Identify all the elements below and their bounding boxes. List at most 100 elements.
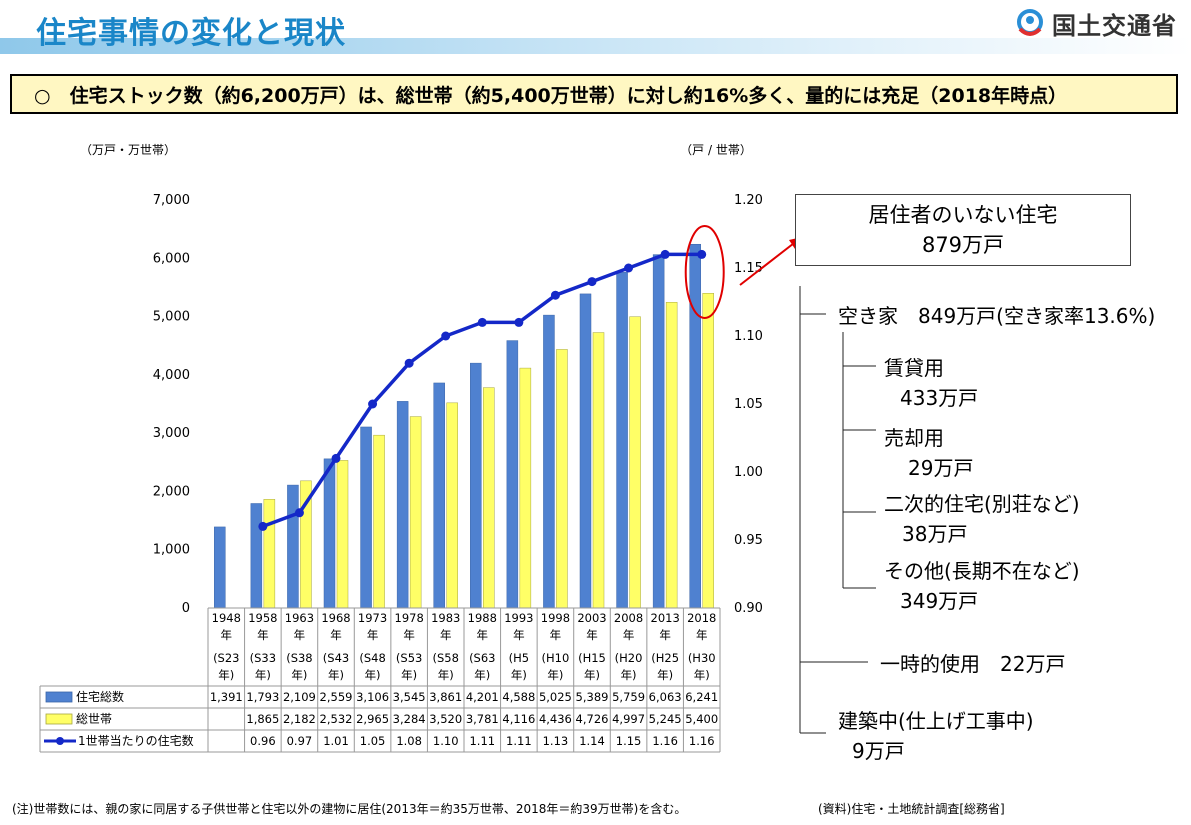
table-cell-value: 4,997: [612, 712, 645, 726]
right-tick-label: 1.05: [734, 397, 763, 412]
category-era-suffix: 年): [328, 668, 344, 682]
category-era: (S23: [213, 651, 239, 665]
category-year-suffix: 年: [477, 628, 489, 642]
table-cell-value: 5,759: [612, 690, 645, 704]
bar-housing-total: [287, 484, 299, 609]
line-point: [441, 331, 451, 341]
category-era-suffix: 年): [621, 668, 637, 682]
sale-label: 売却用: [884, 426, 944, 450]
bar-housing-total: [543, 314, 555, 609]
bar-households: [556, 349, 568, 609]
category-era: (H10: [542, 651, 570, 665]
sale-value: 29万戸: [908, 456, 974, 480]
housing-chart: （万戸・万世帯） （戸 / 世帯） 0 1,000 2,000 3,000 4,000 5,0…: [39, 143, 876, 753]
line-point: [550, 290, 560, 300]
category-year: 1993: [504, 611, 533, 625]
category-year: 1988: [468, 611, 497, 625]
highlight-ellipse: [684, 225, 725, 319]
bar-households: [483, 387, 495, 609]
table-cell-value: 3,520: [429, 712, 462, 726]
category-year: 1973: [358, 611, 387, 625]
table-cell-value: 4,588: [502, 690, 535, 704]
table-cell-value: 5,389: [576, 690, 609, 704]
category-era-suffix: 年): [365, 668, 381, 682]
bar-housing-total: [214, 526, 226, 609]
table-cell-value: 1.16: [689, 734, 715, 748]
table-cell-value: 1.15: [616, 734, 642, 748]
category-era-suffix: 年): [694, 668, 710, 682]
bar-housing-total: [396, 401, 409, 609]
left-tick-label: 6,000: [153, 251, 190, 266]
line-point: [404, 358, 414, 368]
table-cell-value: 0.97: [287, 734, 313, 748]
category-era-suffix: 年): [438, 668, 454, 682]
table-cell-value: 1,793: [246, 690, 279, 704]
category-year-suffix: 年: [330, 628, 342, 642]
right-axis-label: （戸 / 世帯）: [680, 143, 752, 157]
logo: 国土交通省: [1016, 6, 1177, 41]
category-era: (S33: [250, 651, 276, 665]
callout-line2: 879万戸: [921, 233, 1005, 257]
left-tick-label: 1,000: [153, 543, 190, 558]
bar-housing-total: [689, 243, 701, 609]
line-point: [624, 263, 634, 273]
page-title: 住宅事情の変化と現状: [36, 16, 346, 51]
category-era-suffix: 年): [474, 668, 490, 682]
table-cell-value: 1,391: [210, 690, 243, 704]
table-cell-value: 3,106: [356, 690, 389, 704]
secondary-label: 二次的住宅(別荘など): [884, 492, 1080, 516]
table-cell-value: 1.05: [360, 734, 386, 748]
left-axis-label: （万戸・万世帯）: [80, 143, 176, 157]
category-year-suffix: 年: [221, 628, 233, 642]
table-cell-value: 1.11: [506, 734, 532, 748]
table-cell-value: 1.10: [433, 734, 459, 748]
table-cell-value: 4,116: [502, 712, 535, 726]
table-cell-value: 2,182: [283, 712, 316, 726]
vacant-homes-label: 空き家 849万戸(空き家率13.6%): [838, 304, 1156, 328]
table-cell-value: 3,284: [393, 712, 426, 726]
rental-value: 433万戸: [900, 386, 979, 410]
header: 住宅事情の変化と現状 国土交通省: [0, 0, 1191, 60]
table-cell-value: 2,109: [283, 690, 316, 704]
category-era-suffix: 年): [401, 668, 417, 682]
category-year: 2003: [577, 611, 606, 625]
category-year: 1968: [321, 611, 350, 625]
callout-line1: 居住者のいない住宅: [868, 203, 1058, 227]
bar-households: [409, 416, 422, 609]
bar-households: [592, 332, 605, 609]
line-point: [258, 521, 268, 531]
category-era-suffix: 年): [584, 668, 600, 682]
right-tick-label: 1.00: [734, 465, 763, 480]
category-year-suffix: 年: [659, 628, 671, 642]
category-year: 1978: [395, 611, 424, 625]
category-year: 2008: [614, 611, 643, 625]
category-year: 1963: [285, 611, 314, 625]
right-tick-label: 0.95: [734, 533, 763, 548]
line-point: [514, 317, 524, 327]
category-year: 1948: [212, 611, 241, 625]
right-tick-label: 1.20: [734, 193, 763, 208]
other-value: 349万戸: [900, 589, 979, 613]
bar-households: [263, 499, 276, 609]
mlit-logo-icon: [1017, 8, 1043, 36]
table-cell-value: 4,726: [576, 712, 609, 726]
bar-housing-total: [506, 340, 519, 609]
category-year-suffix: 年: [440, 628, 452, 642]
table-cell-value: 2,965: [356, 712, 389, 726]
table-cell-value: 6,241: [685, 690, 718, 704]
category-era-suffix: 年): [255, 668, 271, 682]
line-point: [477, 317, 487, 327]
left-tick-label: 4,000: [153, 368, 190, 383]
bar-households: [519, 367, 532, 609]
bar-households: [446, 402, 458, 609]
category-era: (H15: [578, 651, 606, 665]
line-point: [331, 453, 341, 463]
temporary-label: 一時的使用 22万戸: [880, 652, 1066, 676]
bar-households: [373, 434, 385, 609]
category-era: (H25: [651, 651, 679, 665]
category-era-suffix: 年): [511, 668, 527, 682]
table-cell-value: 1.16: [652, 734, 678, 748]
construction-label: 建築中(仕上げ工事中): [838, 709, 1034, 733]
construction-value: 9万戸: [852, 739, 905, 763]
table-cell-value: 1,865: [246, 712, 279, 726]
